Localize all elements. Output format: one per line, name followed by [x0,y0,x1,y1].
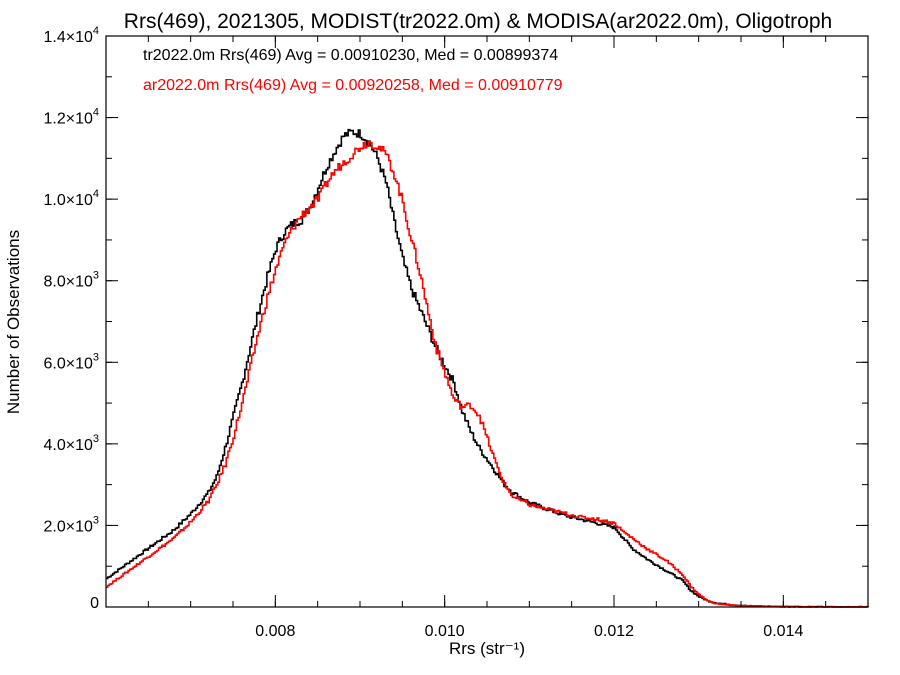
y-tick-label: 0 [90,595,99,612]
legend-annotations: tr2022.0m Rrs(469) Avg = 0.00910230, Med… [143,47,563,94]
y-tick-label: 2.0×103 [43,514,99,535]
x-tick-label: 0.008 [255,623,295,640]
x-tick-label: 0.014 [763,623,803,640]
y-tick-label: 6.0×103 [43,351,99,372]
x-tick-labels: 0.008 0.010 0.012 0.014 [255,623,803,640]
annotation-1: tr2022.0m Rrs(469) Avg = 0.00910230, Med… [143,47,558,64]
x-tick-label: 0.010 [425,623,465,640]
x-tick-label: 0.012 [594,623,634,640]
y-tick-label: 8.0×103 [43,270,99,291]
series-line-2 [106,140,868,608]
axis-ticks [105,35,869,608]
y-axis-title: Number of Observations [4,230,23,414]
y-tick-label: 1.4×104 [43,25,99,46]
y-tick-label: 1.2×104 [43,107,99,128]
annotation-2: ar2022.0m Rrs(469) Avg = 0.00920258, Med… [143,77,563,94]
plot-series [106,128,869,608]
x-axis-title: Rrs (str⁻¹) [449,639,525,658]
y-tick-label: 4.0×103 [43,433,99,454]
series-line-1 [106,128,869,608]
y-tick-label: 1.0×104 [43,188,99,209]
chart-title: Rrs(469), 2021305, MODIST(tr2022.0m) & M… [124,10,832,33]
y-tick-labels: 0 2.0×103 4.0×103 6.0×103 8.0×103 1.0×104 1.2×… [43,25,99,612]
plot-frame [105,35,869,608]
